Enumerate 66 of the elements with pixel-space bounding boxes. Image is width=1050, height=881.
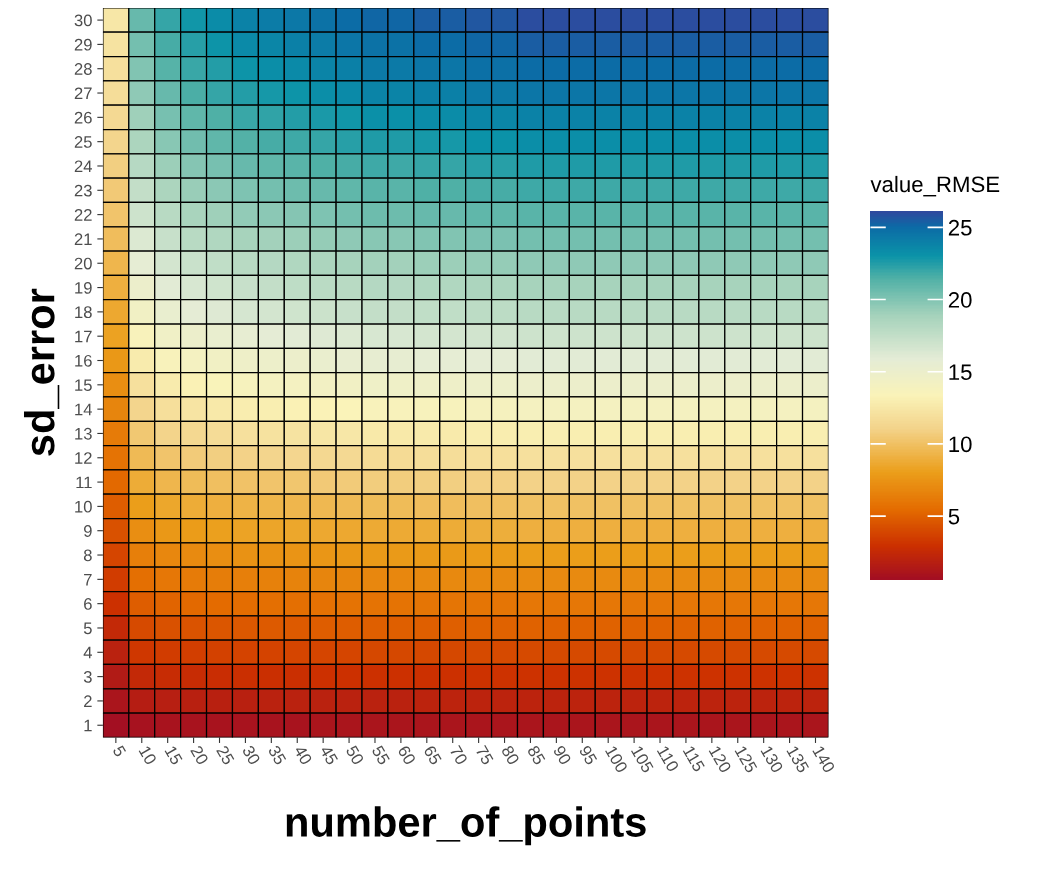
y-tick-label: 18 — [75, 306, 92, 319]
x-tick-label: 130 — [760, 745, 784, 774]
x-tick-label: 85 — [526, 744, 546, 766]
y-tick-label: 7 — [84, 573, 92, 586]
y-tick-label: 29 — [74, 38, 92, 51]
x-tick-label: 135 — [786, 745, 810, 774]
color-bar-title: value_RMSE — [870, 175, 1000, 197]
y-tick-label: 17 — [75, 330, 92, 343]
y-tick-label: 23 — [74, 184, 92, 197]
x-tick-label: 125 — [734, 745, 758, 774]
y-tick-label: 4 — [83, 646, 92, 659]
y-tick-label: 9 — [84, 525, 92, 537]
color-bar-label: 25 — [948, 219, 972, 236]
x-tick-label: 95 — [578, 744, 598, 766]
y-tick-label: 28 — [74, 63, 92, 75]
y-tick-label: 15 — [75, 379, 92, 392]
y-tick-label: 26 — [74, 111, 92, 124]
y-tick-label: 14 — [75, 403, 92, 416]
y-tick-label: 8 — [83, 549, 92, 562]
y-tick-label: 20 — [74, 257, 92, 270]
y-tick-label: 27 — [74, 87, 92, 100]
x-tick-label: 10 — [138, 745, 158, 766]
y-tick-label: 10 — [75, 500, 92, 513]
x-tick-label: 100 — [604, 745, 629, 774]
y-tick-label: 16 — [75, 354, 92, 367]
x-tick-label: 80 — [501, 744, 520, 766]
y-tick-label: 22 — [74, 209, 92, 221]
x-tick-label: 55 — [371, 744, 391, 766]
x-tick-label: 65 — [423, 744, 443, 766]
color-bar-label: 20 — [948, 292, 972, 308]
y-tick-label: 6 — [84, 598, 92, 610]
x-tick-label: 50 — [345, 744, 365, 766]
x-tick-label: 35 — [267, 744, 287, 766]
x-axis-title: number_of_points — [286, 806, 646, 846]
x-tick-label: 110 — [656, 745, 680, 773]
x-tick-label: 5 — [112, 744, 127, 758]
x-tick-label: 45 — [319, 744, 339, 766]
x-tick-label: 40 — [293, 744, 313, 766]
y-tick-label: 19 — [75, 281, 92, 294]
color-bar-label: 15 — [949, 364, 972, 381]
color-bar-label: 5 — [948, 508, 960, 525]
y-tick-label: 25 — [74, 136, 92, 148]
y-tick-label: 12 — [75, 452, 92, 464]
y-tick-label: 30 — [74, 14, 92, 27]
x-tick-label: 20 — [190, 744, 209, 766]
y-tick-label: 11 — [76, 476, 92, 489]
x-tick-label: 30 — [241, 744, 261, 766]
y-tick-label: 5 — [83, 622, 92, 635]
y-axis-title: sd_error — [23, 288, 60, 456]
x-tick-label: 120 — [708, 745, 732, 774]
y-tick-label: 13 — [75, 427, 92, 440]
x-tick-label: 70 — [449, 744, 469, 766]
x-tick-label: 140 — [812, 745, 836, 774]
x-tick-label: 75 — [475, 744, 494, 766]
x-tick-label: 115 — [682, 745, 706, 773]
x-tick-label: 60 — [397, 744, 417, 766]
x-tick-label: 25 — [216, 744, 235, 766]
y-tick-label: 3 — [83, 671, 92, 683]
color-bar-label: 10 — [949, 436, 972, 453]
x-tick-label: 15 — [164, 745, 183, 766]
y-tick-label: 2 — [84, 695, 92, 707]
x-tick-label: 105 — [630, 745, 655, 774]
x-tick-label: 90 — [552, 744, 572, 766]
y-tick-label: 21 — [74, 233, 92, 245]
y-tick-label: 1 — [84, 719, 92, 732]
y-tick-label: 24 — [74, 160, 92, 173]
